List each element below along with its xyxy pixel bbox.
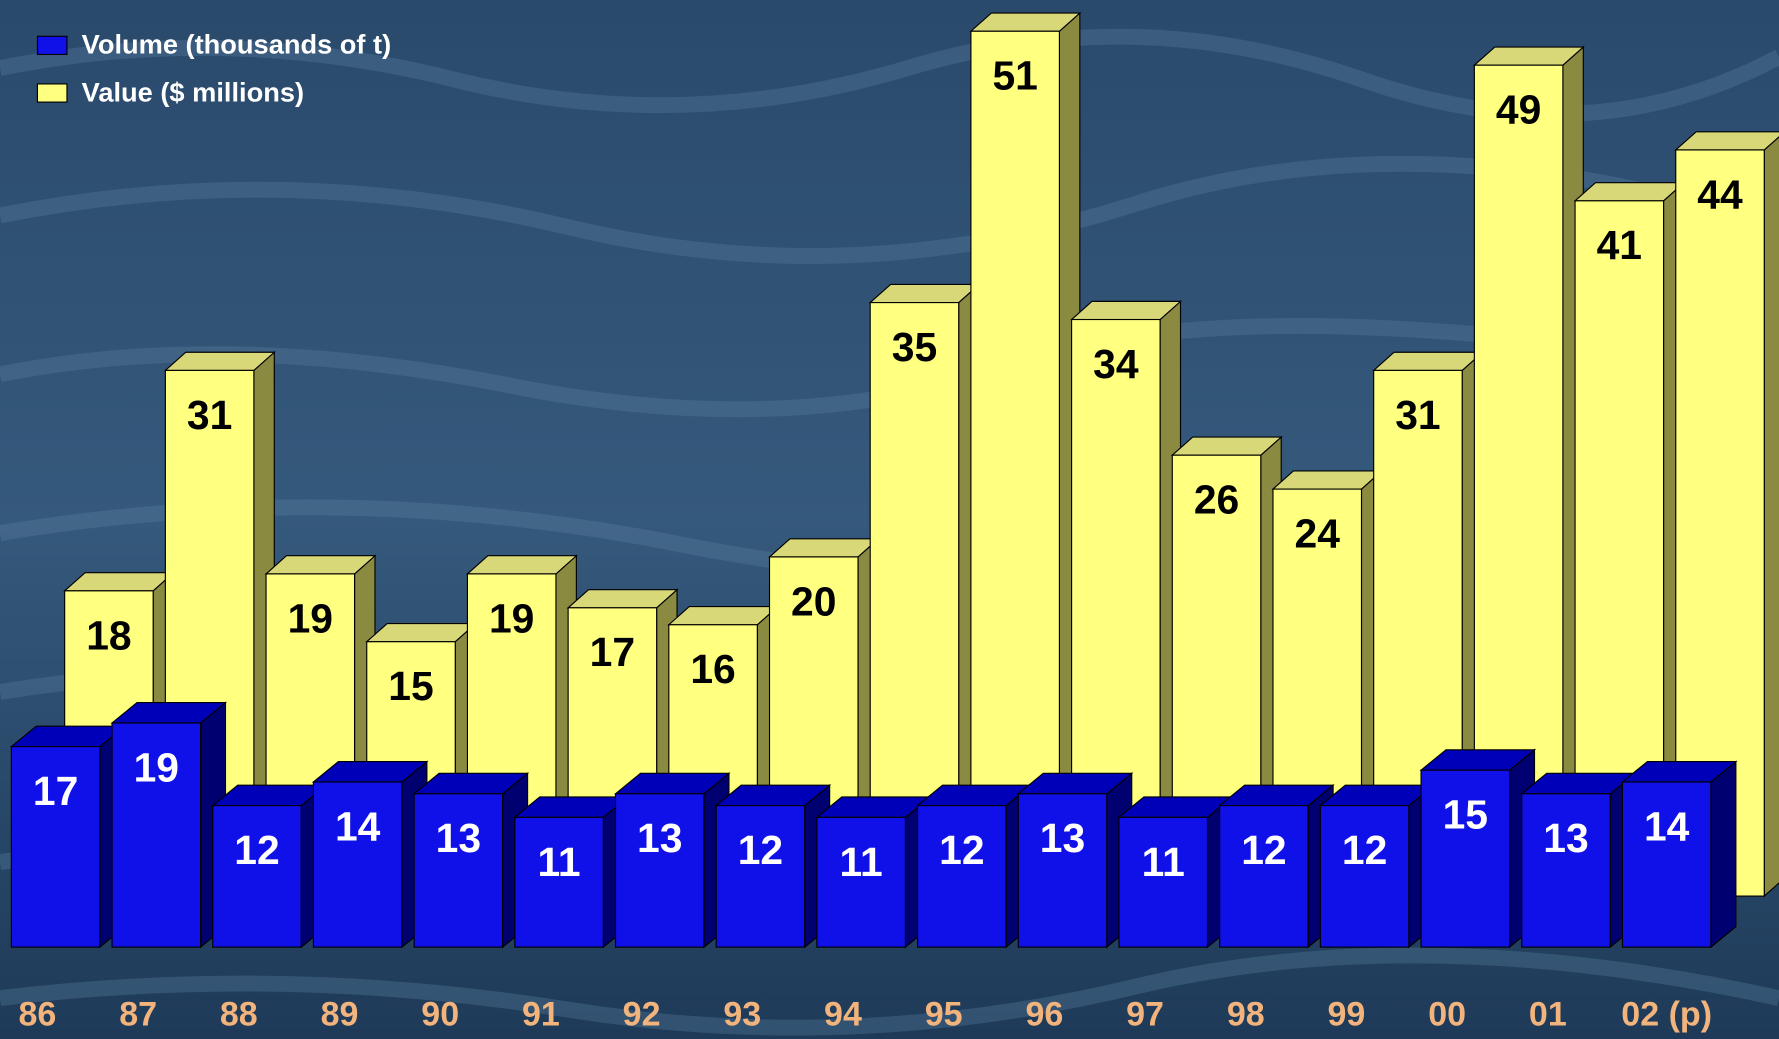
bar <box>1420 769 1511 948</box>
data-label: 41 <box>1597 222 1642 268</box>
data-label: 13 <box>436 815 481 861</box>
data-label: 11 <box>840 839 883 885</box>
data-label: 14 <box>335 803 381 849</box>
x-tick-label: 88 <box>220 995 258 1033</box>
data-label: 15 <box>388 663 433 709</box>
x-tick-label: 91 <box>522 995 560 1033</box>
data-label: 49 <box>1496 87 1541 133</box>
bar-side <box>1763 136 1779 898</box>
bar <box>1017 793 1108 948</box>
data-label: 19 <box>288 595 333 641</box>
data-label: 12 <box>738 827 783 873</box>
data-label: 20 <box>791 578 836 624</box>
bar <box>1621 781 1712 948</box>
data-label: 17 <box>590 629 635 675</box>
data-label: 14 <box>1644 803 1690 849</box>
x-tick-label: 99 <box>1328 995 1366 1033</box>
data-label: 15 <box>1443 792 1488 838</box>
data-label: 18 <box>86 612 131 658</box>
bar <box>10 746 101 948</box>
data-label: 31 <box>1395 392 1440 438</box>
bar <box>816 816 906 948</box>
bars: 18 31 19 15 19 17 16 20 35 51 34 26 24 31 49 41 44 17 19 12… <box>9 11 1779 949</box>
data-label: 26 <box>1194 477 1239 523</box>
data-label: 31 <box>187 392 232 438</box>
legend-label: Volume (thousands of t) <box>82 29 392 60</box>
x-tick-label: 94 <box>824 995 862 1033</box>
x-tick-label: 92 <box>623 995 661 1033</box>
data-label: 13 <box>637 815 682 861</box>
data-label: 19 <box>489 595 534 641</box>
x-tick-label: 96 <box>1025 995 1063 1033</box>
x-tick-label: 97 <box>1126 995 1164 1033</box>
bar <box>970 30 1060 897</box>
bar <box>1219 804 1309 948</box>
data-label: 12 <box>1241 827 1286 873</box>
data-label: 34 <box>1093 341 1139 387</box>
bar <box>413 793 504 948</box>
bar <box>1319 804 1410 948</box>
bar <box>715 804 806 948</box>
data-label: 17 <box>33 768 78 814</box>
x-tick-label: 86 <box>19 995 57 1033</box>
bar <box>1521 793 1611 948</box>
x-tick-label: 98 <box>1227 995 1265 1033</box>
x-tick-label: 02 (p) <box>1621 995 1712 1033</box>
legend-swatch <box>36 35 68 56</box>
data-label: 12 <box>939 827 984 873</box>
bar <box>614 793 705 948</box>
x-tick-label: 87 <box>119 995 157 1033</box>
data-label: 13 <box>1040 815 1085 861</box>
data-label: 13 <box>1543 815 1588 861</box>
bar <box>212 804 302 948</box>
bar <box>514 816 604 948</box>
bar <box>917 804 1007 948</box>
data-label: 11 <box>1142 839 1185 885</box>
bar <box>312 781 403 948</box>
x-tick-label: 95 <box>925 995 963 1033</box>
data-label: 51 <box>992 53 1037 99</box>
bar <box>1118 816 1209 948</box>
legend-swatch <box>36 83 68 103</box>
x-tick-label: 00 <box>1428 995 1466 1033</box>
x-tick-label: 90 <box>421 995 459 1033</box>
bar-side <box>1710 760 1737 949</box>
data-label: 35 <box>892 324 937 370</box>
data-label: 16 <box>690 646 735 692</box>
data-label: 19 <box>134 744 179 790</box>
x-tick-label: 01 <box>1529 995 1567 1033</box>
data-label: 11 <box>537 839 580 885</box>
bar <box>111 722 202 948</box>
data-label: 44 <box>1697 171 1743 217</box>
legend-label: Value ($ millions) <box>82 76 304 107</box>
x-tick-label: 93 <box>723 995 761 1033</box>
x-tick-label: 89 <box>321 995 359 1033</box>
data-label: 24 <box>1295 511 1341 557</box>
data-label: 12 <box>234 827 279 873</box>
data-label: 12 <box>1342 827 1387 873</box>
